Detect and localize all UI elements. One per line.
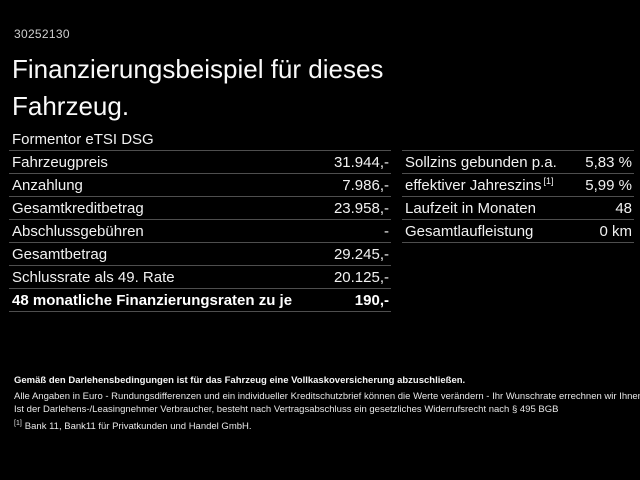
table-row: Gesamtbetrag 29.245,-	[9, 243, 391, 266]
row-value: 5,83 %	[585, 153, 632, 171]
table-row: Abschlussgebühren -	[9, 220, 391, 243]
insurance-note: Gemäß den Darlehensbedingungen ist für d…	[14, 375, 466, 386]
row-value: 48	[615, 199, 632, 217]
row-label: Schlussrate als 49. Rate	[12, 268, 175, 286]
table-row: Fahrzeugpreis 31.944,-	[9, 151, 391, 174]
row-label: Fahrzeugpreis	[12, 153, 108, 171]
row-value: 0 km	[599, 222, 632, 240]
row-value: 29.245,-	[333, 245, 389, 263]
row-value: 31.944,-	[333, 153, 389, 171]
row-value: -	[384, 222, 389, 240]
table-row: Gesamtkreditbetrag 23.958,-	[9, 197, 391, 220]
table-row: Schlussrate als 49. Rate 20.125,-	[9, 266, 391, 289]
row-label: Gesamtkreditbetrag	[12, 199, 144, 217]
row-value: 190,-	[354, 291, 389, 309]
row-label-text: effektiver Jahreszins	[405, 176, 542, 194]
row-label: Gesamtlaufleistung	[405, 222, 534, 240]
row-label: Laufzeit in Monaten	[405, 199, 536, 217]
conditions-table: Sollzins gebunden p.a. 5,83 % effektiver…	[402, 150, 634, 243]
model-name: Formentor eTSI DSG	[12, 131, 154, 148]
footnote-marker: [1]	[14, 419, 22, 427]
row-value: 7.986,-	[342, 176, 389, 194]
disclaimer-line: Ist der Darlehens-/Leasingnehmer Verbrau…	[14, 404, 559, 415]
table-row: Gesamtlaufleistung 0 km	[402, 220, 634, 243]
row-label: Anzahlung	[12, 176, 83, 194]
row-label: 48 monatliche Finanzierungsraten zu je	[12, 291, 293, 309]
vehicle-id: 30252130	[14, 27, 70, 41]
bank-footnote: [1] Bank 11, Bank11 für Privatkunden und …	[14, 420, 640, 433]
row-value: 5,99 %	[585, 176, 632, 194]
footnote-marker: [1]	[543, 175, 554, 186]
table-row: Sollzins gebunden p.a. 5,83 %	[402, 151, 634, 174]
table-row-monthly-rate: 48 monatliche Finanzierungsraten zu je 1…	[9, 289, 391, 312]
row-value: 20.125,-	[333, 268, 389, 286]
row-value: 23.958,-	[333, 199, 389, 217]
page-title: Finanzierungsbeispiel für dieses Fahrzeu…	[12, 54, 384, 121]
row-label: Abschlussgebühren	[12, 222, 144, 240]
table-row: Laufzeit in Monaten 48	[402, 197, 634, 220]
row-label: Gesamtbetrag	[12, 245, 108, 263]
table-row: effektiver Jahreszins [1] 5,99 %	[402, 174, 634, 197]
bank-footnote-text: Bank 11, Bank11 für Privatkunden und Han…	[24, 421, 252, 432]
row-label: effektiver Jahreszins [1]	[405, 175, 554, 194]
legal-footer: Gemäß den Darlehensbedingungen ist für d…	[14, 374, 640, 433]
disclaimer-line: Alle Angaben in Euro - Rundungsdifferenz…	[14, 391, 640, 402]
table-row: Anzahlung 7.986,-	[9, 174, 391, 197]
finance-table: Fahrzeugpreis 31.944,- Anzahlung 7.986,-…	[9, 150, 391, 312]
row-label: Sollzins gebunden p.a.	[405, 153, 557, 171]
